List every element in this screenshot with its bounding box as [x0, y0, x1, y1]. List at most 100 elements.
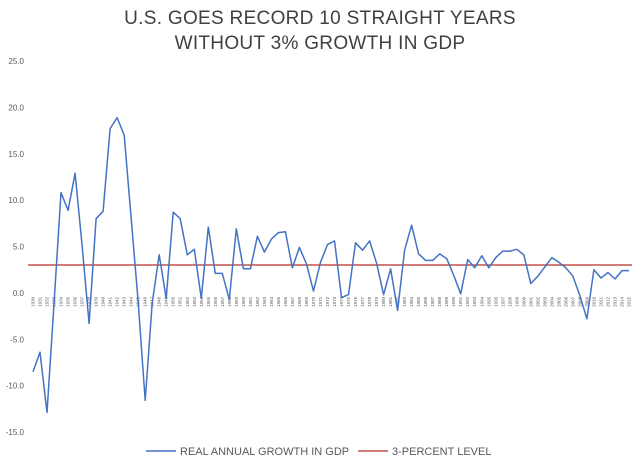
x-tick-label: 2003 [542, 296, 547, 307]
x-tick-label: 1965 [276, 296, 281, 307]
chart-title: U.S. GOES RECORD 10 STRAIGHT YEARS WITHO… [0, 6, 640, 56]
x-tick-label: 1955 [206, 296, 211, 307]
x-tick-label: 1940 [101, 296, 106, 307]
x-tick-label: 1942 [115, 296, 120, 307]
x-tick-label: 1932 [45, 296, 50, 307]
x-tick-label: 1966 [283, 296, 288, 307]
x-tick-label: 1950 [171, 296, 176, 307]
x-tick-label: 1982 [395, 296, 400, 307]
x-tick-label: 2009 [584, 296, 589, 307]
x-tick-label: 1971 [318, 296, 323, 307]
x-tick-label: 2013 [612, 296, 617, 307]
x-tick-label: 1969 [304, 296, 309, 307]
x-tick-label: 1992 [465, 296, 470, 307]
x-tick-label: 1935 [66, 296, 71, 307]
x-tick-label: 1962 [255, 296, 260, 307]
x-tick-label: 2010 [591, 296, 596, 307]
x-tick-label: 2008 [577, 296, 582, 307]
x-tick-label: 1946 [143, 296, 148, 307]
y-tick-label: 25.0 [8, 57, 24, 66]
gdp-growth-line [32, 116, 629, 414]
x-tick-label: 1952 [185, 296, 190, 307]
x-tick-label: 1937 [80, 296, 85, 307]
title-line-2: WITHOUT 3% GROWTH IN GDP [174, 33, 466, 54]
x-tick-label: 2011 [598, 296, 603, 306]
x-tick-label: 1977 [360, 296, 365, 307]
x-tick-label: 1956 [213, 296, 218, 307]
x-tick-label: 1978 [367, 296, 372, 307]
x-tick-label: 1963 [262, 296, 267, 307]
x-tick-label: 1983 [402, 296, 407, 307]
x-tick-label: 2004 [549, 296, 554, 307]
x-tick-label: 1954 [199, 296, 204, 307]
y-tick-label: -10.0 [6, 382, 25, 391]
x-tick-label: 2014 [619, 296, 624, 307]
x-tick-label: 2002 [535, 296, 540, 307]
legend-label-3pct: 3-PERCENT LEVEL [392, 446, 491, 458]
x-tick-label: 1975 [346, 296, 351, 307]
x-tick-label: 1998 [507, 296, 512, 307]
y-tick-label: 10.0 [8, 196, 24, 205]
x-tick-label: 2007 [570, 296, 575, 307]
x-tick-label: 1981 [388, 296, 393, 307]
x-tick-label: 1988 [437, 296, 442, 307]
x-tick-label: 1991 [458, 296, 463, 307]
x-tick-label: 1980 [381, 296, 386, 307]
x-tick-label: 1979 [374, 296, 379, 307]
x-tick-label: 1970 [311, 296, 316, 307]
x-tick-label: 1989 [444, 296, 449, 307]
x-tick-label: 1984 [409, 296, 414, 307]
x-tick-label: 1961 [248, 296, 253, 307]
x-tick-label: 1943 [122, 296, 127, 307]
x-tick-label: 1993 [472, 296, 477, 307]
x-tick-label: 1957 [220, 296, 225, 307]
y-tick-label: 20.0 [8, 103, 24, 112]
x-tick-label: 1973 [332, 296, 337, 307]
x-tick-label: 1949 [164, 296, 169, 307]
legend-label-gdp: REAL ANNUAL GROWTH IN GDP [180, 446, 349, 458]
x-tick-label: 1986 [423, 296, 428, 307]
x-tick-label: 1996 [493, 296, 498, 307]
x-tick-label: 1958 [227, 296, 232, 307]
x-tick-label: 1967 [290, 296, 295, 307]
x-tick-label: 1964 [269, 296, 274, 307]
x-tick-label: 1930 [31, 296, 36, 307]
x-tick-label: 1972 [325, 296, 330, 307]
y-tick-label: 0.0 [13, 289, 25, 298]
x-tick-label: 1994 [479, 296, 484, 307]
x-tick-label: 1995 [486, 296, 491, 307]
x-tick-label: 2000 [521, 296, 526, 307]
x-tick-label: 1990 [451, 296, 456, 307]
x-tick-label: 1974 [339, 296, 344, 307]
x-tick-label: 1997 [500, 296, 505, 307]
y-tick-label: 5.0 [13, 243, 25, 252]
y-tick-label: -5.0 [10, 335, 24, 344]
x-tick-label: 2015 [627, 296, 632, 307]
x-tick-label: 1944 [129, 296, 134, 307]
x-tick-label: 1968 [297, 296, 302, 307]
x-tick-label: 1948 [157, 296, 162, 307]
title-line-1: U.S. GOES RECORD 10 STRAIGHT YEARS [124, 8, 516, 29]
x-tick-label: 1999 [514, 296, 519, 307]
x-tick-label: 1931 [38, 296, 43, 307]
x-tick-label: 2006 [563, 296, 568, 307]
x-tick-label: 1960 [241, 296, 246, 307]
y-tick-label: -15.0 [6, 428, 25, 437]
x-tick-label: 1936 [73, 296, 78, 307]
x-tick-label: 1959 [234, 296, 239, 307]
x-tick-label: 1976 [353, 296, 358, 307]
x-tick-label: 1985 [416, 296, 421, 307]
x-tick-label: 1939 [94, 296, 99, 307]
x-tick-label: 2012 [605, 296, 610, 307]
y-tick-label: 15.0 [8, 150, 24, 159]
x-tick-label: 1987 [430, 296, 435, 307]
x-tick-label: 1941 [108, 296, 113, 307]
x-tick-label: 2001 [528, 296, 533, 307]
x-tick-label: 1934 [59, 296, 64, 307]
x-tick-label: 1951 [178, 296, 183, 307]
x-tick-label: 2005 [556, 296, 561, 307]
x-tick-label: 1938 [87, 296, 92, 307]
x-tick-label: 1953 [192, 296, 197, 307]
